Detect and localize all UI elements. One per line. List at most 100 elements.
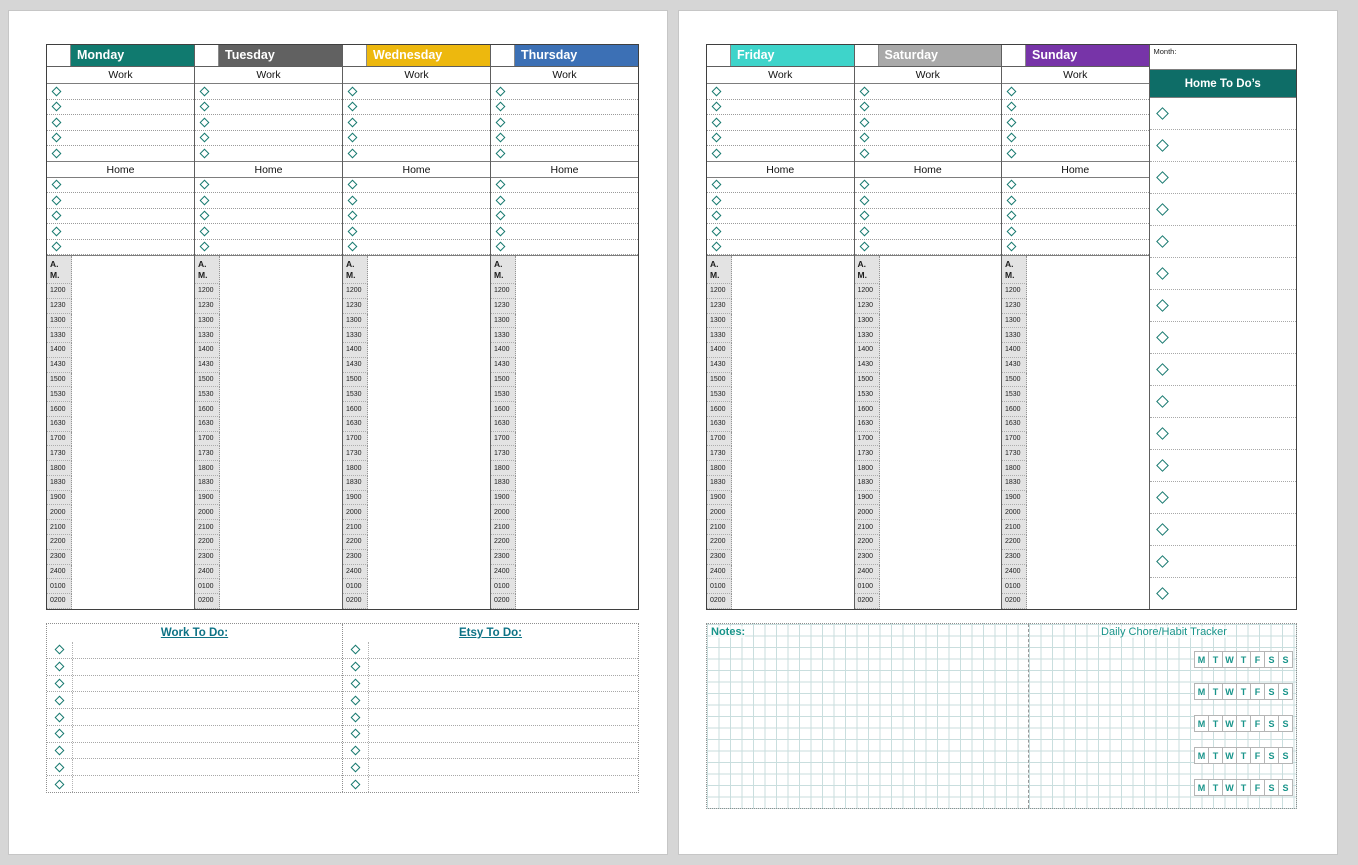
home-task-row	[47, 178, 194, 193]
diamond-checkbox-icon	[859, 101, 869, 112]
time-row: 1400	[47, 343, 194, 358]
am-label: A. M.	[343, 256, 368, 284]
diamond-checkbox-icon	[350, 745, 361, 756]
time-writing-space	[1027, 387, 1149, 403]
time-label: 0100	[47, 579, 72, 595]
am-header-row: A. M.	[707, 256, 854, 284]
diamond-checkbox-icon	[1155, 587, 1169, 600]
am-header-row: A. M.	[343, 256, 490, 284]
time-writing-space	[220, 490, 342, 506]
time-row: 0100	[195, 579, 342, 595]
time-row: 0200	[707, 594, 854, 609]
am-line2: M.	[198, 269, 208, 280]
time-writing-space	[879, 475, 1001, 491]
todo-row	[343, 725, 638, 743]
time-writing-space	[732, 313, 854, 329]
diamond-checkbox-icon	[54, 644, 65, 655]
time-row: 1730	[195, 446, 342, 462]
time-writing-space	[72, 431, 194, 447]
time-row: 1300	[195, 313, 342, 329]
diamond-checkbox-icon	[199, 195, 210, 206]
diamond-cell	[343, 692, 369, 709]
home-task-row	[343, 178, 490, 193]
time-writing-space	[220, 387, 342, 403]
time-row: 0100	[854, 579, 1001, 595]
time-label: 1330	[707, 328, 732, 344]
todo-section: Work To Do:	[47, 624, 342, 793]
time-writing-space	[368, 475, 490, 491]
time-label: 2100	[707, 520, 732, 536]
time-row: 1530	[47, 387, 194, 403]
time-row: 1600	[1002, 402, 1149, 417]
diamond-cell	[343, 658, 369, 675]
am-line2: M.	[494, 269, 504, 280]
time-writing-space	[879, 564, 1001, 580]
time-row: 2000	[343, 505, 490, 521]
time-writing-space	[879, 431, 1001, 447]
diamond-checkbox-icon	[1006, 86, 1017, 97]
time-row: 1730	[491, 446, 638, 462]
time-row: 1630	[47, 416, 194, 432]
time-writing-space	[732, 564, 854, 580]
work-task-row	[854, 115, 1001, 131]
habit-day-cell: W	[1222, 747, 1237, 764]
time-row: 2300	[343, 549, 490, 565]
habit-day-cell: W	[1222, 779, 1237, 796]
diamond-checkbox-icon	[350, 728, 361, 739]
todo-row	[343, 675, 638, 693]
diamond-checkbox-icon	[51, 179, 62, 190]
time-writing-space	[516, 416, 638, 432]
day-column-thursday: Thursday Work Home A. M. 1200 1230 1300 1330 1400…	[490, 45, 638, 609]
home-task-row	[1002, 178, 1149, 193]
work-task-row	[343, 100, 490, 115]
time-writing-space	[1027, 594, 1149, 609]
time-row: 0200	[195, 594, 342, 609]
time-writing-space	[368, 446, 490, 462]
time-label: 1300	[195, 313, 220, 329]
diamond-cell	[47, 776, 73, 793]
time-label: 1500	[1002, 372, 1027, 388]
diamond-cell	[47, 692, 73, 709]
work-task-row	[491, 84, 638, 100]
diamond-checkbox-icon	[1006, 195, 1017, 206]
home-task-row	[195, 193, 342, 209]
time-label: 2200	[195, 535, 220, 550]
habit-day-cell: M	[1194, 683, 1209, 700]
time-label: 1700	[343, 431, 368, 447]
time-row: 1700	[1002, 431, 1149, 447]
todo-row	[47, 725, 342, 743]
time-row: 1730	[854, 446, 1001, 462]
time-writing-space	[72, 505, 194, 521]
time-writing-space	[879, 298, 1001, 314]
diamond-checkbox-icon	[711, 101, 722, 112]
time-writing-space	[879, 328, 1001, 344]
am-header-row: A. M.	[195, 256, 342, 284]
time-row: 1900	[195, 490, 342, 506]
todo-row	[343, 709, 638, 726]
time-writing-space	[1027, 416, 1149, 432]
time-writing-space	[72, 579, 194, 595]
time-writing-space	[879, 343, 1001, 358]
time-writing-space	[879, 461, 1001, 476]
time-writing-space	[220, 535, 342, 550]
time-writing-space	[516, 475, 638, 491]
am-line1: A.	[1005, 258, 1014, 269]
time-writing-space	[72, 284, 194, 299]
time-writing-space	[72, 328, 194, 344]
work-task-row	[854, 131, 1001, 146]
time-label: 1630	[707, 416, 732, 432]
habit-tracker-title: Daily Chore/Habit Tracker	[1101, 626, 1227, 638]
time-label: 1500	[343, 372, 368, 388]
time-label: 2100	[491, 520, 516, 536]
time-label: 1400	[854, 343, 880, 358]
diamond-checkbox-icon	[199, 226, 210, 237]
work-task-row	[491, 100, 638, 115]
home-todo-row	[1149, 322, 1296, 354]
time-label: 1200	[854, 284, 880, 299]
diamond-checkbox-icon	[495, 86, 506, 97]
time-label: 1730	[854, 446, 880, 462]
time-row: 1700	[854, 431, 1001, 447]
work-task-row	[47, 131, 194, 146]
